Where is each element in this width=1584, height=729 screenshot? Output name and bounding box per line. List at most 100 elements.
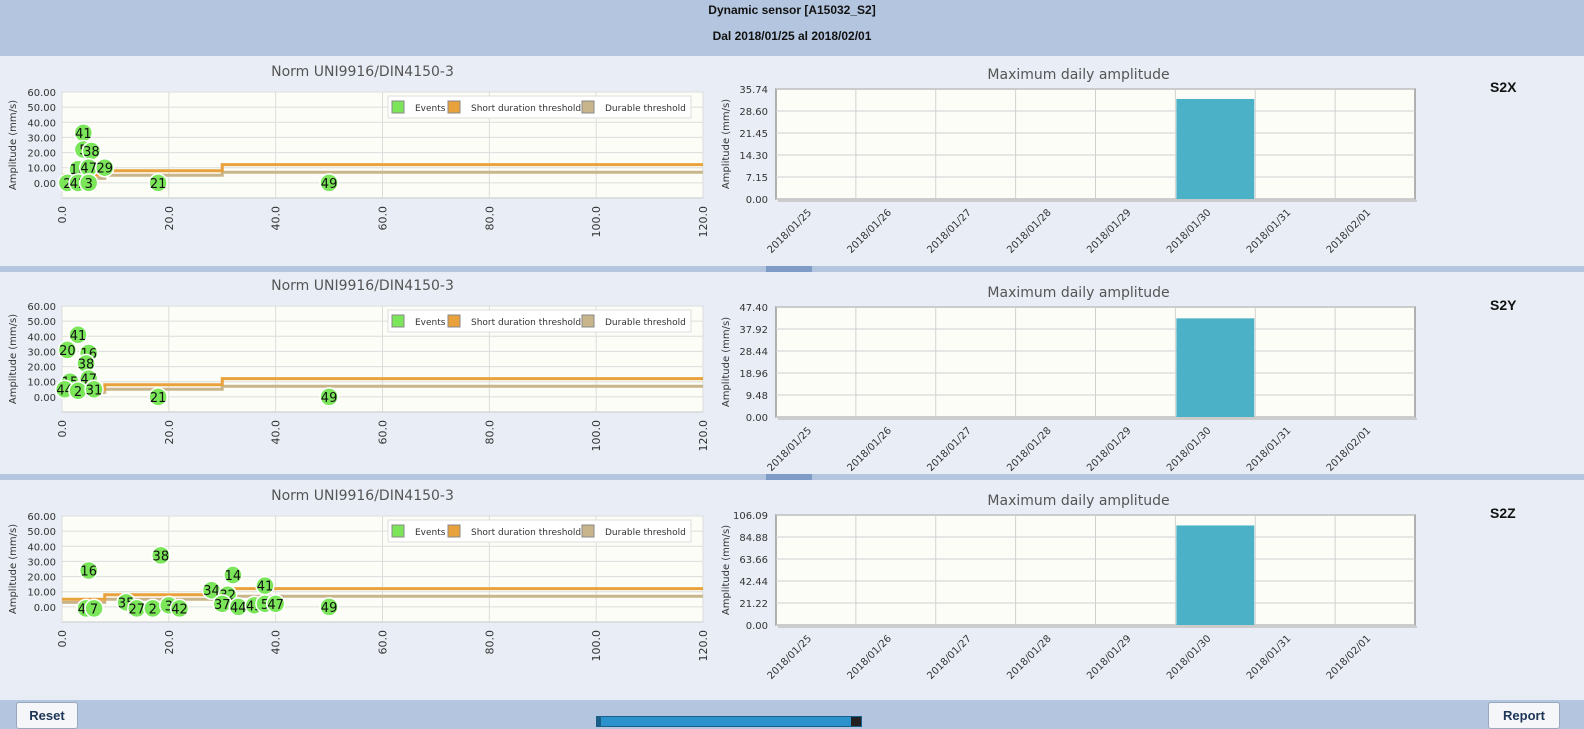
x-tick-label: 2018/01/25 xyxy=(766,633,815,682)
x-tick-label: 40.0 xyxy=(270,206,283,231)
y-tick-label: 50.00 xyxy=(27,103,56,114)
short-duration-threshold-line xyxy=(62,587,703,601)
legend-swatch xyxy=(447,314,461,328)
event-label: 21 xyxy=(150,391,167,406)
legend-swatch xyxy=(391,524,405,538)
y-tick-label: 14.30 xyxy=(739,151,768,162)
event-label: 20 xyxy=(59,344,76,359)
y-tick-label: 0.00 xyxy=(34,603,56,614)
x-tick-label: 2018/01/25 xyxy=(766,425,815,474)
y-axis-label: Amplitude (mm/s) xyxy=(721,317,732,407)
event-label: 16 xyxy=(80,565,97,580)
report-button[interactable]: Report xyxy=(1488,702,1560,729)
x-tick-label: 100.0 xyxy=(590,206,603,238)
chart-title: Norm UNI9916/DIN4150-3 xyxy=(271,488,454,504)
y-tick-label: 84.88 xyxy=(739,533,768,544)
sensor-label-s2x: S2X xyxy=(1490,79,1517,95)
y-tick-label: 35.74 xyxy=(739,85,768,96)
event-label: 5 xyxy=(261,598,269,613)
horizontal-scrollbar[interactable] xyxy=(596,716,862,727)
x-tick-label: 60.0 xyxy=(377,420,390,445)
event-point xyxy=(319,387,339,407)
chart-title: Maximum daily amplitude xyxy=(987,493,1169,509)
y-tick-label: 60.00 xyxy=(27,302,56,313)
event-point xyxy=(319,173,339,193)
bar-chart-s2x: 0.00 7.15 14.30 21.45 28.60 35.74 2018/01/25 20… xyxy=(721,67,1417,256)
y-axis-label: Amplitude (mm/s) xyxy=(8,314,19,404)
scrollbar-left-handle[interactable] xyxy=(597,717,601,726)
event-label: 49 xyxy=(321,601,338,616)
event-point xyxy=(148,173,168,193)
legend-swatch xyxy=(447,524,461,538)
bar xyxy=(1176,98,1255,199)
x-tick-label: 2018/01/30 xyxy=(1165,633,1214,682)
y-tick-label: 0.00 xyxy=(34,393,56,404)
event-label: 2 xyxy=(74,385,82,400)
x-tick-label: 2018/02/01 xyxy=(1325,207,1374,256)
event-point xyxy=(78,173,99,193)
x-tick-label: 2018/02/01 xyxy=(1325,633,1374,682)
scatter-chart-s2y: 0.0 20.0 40.0 60.0 80.0 100.0 120.0 0.00 10.00 20… xyxy=(8,278,710,452)
y-axis-label: Amplitude (mm/s) xyxy=(721,525,732,615)
bar-chart-s2z: 0.00 21.22 42.44 63.66 84.88 106.09 2018/01/25… xyxy=(721,493,1417,682)
scrollbar-right-handle[interactable] xyxy=(851,717,861,726)
scatter-chart-s2z: 0.0 20.0 40.0 60.0 80.0 100.0 120.0 0.00 10.00 20… xyxy=(8,488,710,662)
panel-divider[interactable] xyxy=(0,266,1584,272)
divider-handle[interactable] xyxy=(766,266,812,272)
x-tick-label: 100.0 xyxy=(590,420,603,452)
event-label: 3 xyxy=(85,177,93,192)
date-range: Dal 2018/01/25 al 2018/02/01 xyxy=(712,29,872,43)
y-tick-label: 7.15 xyxy=(746,173,768,184)
chart-title: Norm UNI9916/DIN4150-3 xyxy=(271,278,454,294)
y-tick-label: 40.00 xyxy=(27,332,56,343)
event-label: 44 xyxy=(56,383,73,398)
page-header: Dynamic sensor [A15032_S2] Dal 2018/01/2… xyxy=(0,0,1584,56)
x-tick-label: 2018/01/28 xyxy=(1005,633,1054,682)
event-label: 41 xyxy=(70,329,87,344)
x-tick-label: 120.0 xyxy=(697,206,710,238)
y-tick-label: 106.09 xyxy=(733,511,768,522)
y-tick-label: 37.92 xyxy=(739,325,768,336)
chart-title: Maximum daily amplitude xyxy=(987,67,1169,83)
legend-label: Durable threshold xyxy=(605,104,686,114)
y-tick-label: 50.00 xyxy=(27,317,56,328)
reset-button[interactable]: Reset xyxy=(16,702,78,729)
x-tick-label: 2018/01/25 xyxy=(766,207,815,256)
y-tick-label: 0.00 xyxy=(746,621,768,632)
event-point xyxy=(223,565,243,585)
legend-swatch xyxy=(391,100,405,114)
event-label: 44 xyxy=(230,601,247,616)
legend-label: Events xyxy=(415,318,446,328)
x-tick-label: 2018/01/26 xyxy=(845,633,894,682)
event-label: 21 xyxy=(150,177,167,192)
y-tick-label: 60.00 xyxy=(27,88,56,99)
y-axis-label: Amplitude (mm/s) xyxy=(8,524,19,614)
x-tick-label: 2018/01/30 xyxy=(1165,207,1214,256)
event-label: 37 xyxy=(214,598,231,613)
event-label: 34 xyxy=(203,584,220,599)
divider-handle[interactable] xyxy=(766,474,812,480)
event-label: 38 xyxy=(153,549,170,564)
y-tick-label: 60.00 xyxy=(27,512,56,523)
y-tick-label: 47.40 xyxy=(739,303,768,314)
y-tick-label: 42.44 xyxy=(739,577,768,588)
event-point xyxy=(169,598,190,619)
x-tick-label: 60.0 xyxy=(377,630,390,655)
event-label: 38 xyxy=(83,145,100,160)
event-point xyxy=(151,545,171,566)
panel-divider[interactable] xyxy=(0,474,1584,480)
x-tick-label: 2018/01/26 xyxy=(845,425,894,474)
y-tick-label: 0.00 xyxy=(34,179,56,190)
event-label: 41 xyxy=(257,580,274,595)
legend-label: Short duration threshold xyxy=(471,104,581,114)
event-point xyxy=(148,387,168,407)
event-label: 42 xyxy=(171,602,188,617)
x-tick-label: 2018/02/01 xyxy=(1325,425,1374,474)
x-tick-label: 80.0 xyxy=(483,206,496,231)
y-tick-label: 63.66 xyxy=(739,555,768,566)
legend-swatch xyxy=(391,314,405,328)
x-tick-label: 2018/01/28 xyxy=(1005,207,1054,256)
y-tick-label: 21.22 xyxy=(739,599,768,610)
y-tick-label: 20.00 xyxy=(27,573,56,584)
event-point xyxy=(78,560,99,581)
